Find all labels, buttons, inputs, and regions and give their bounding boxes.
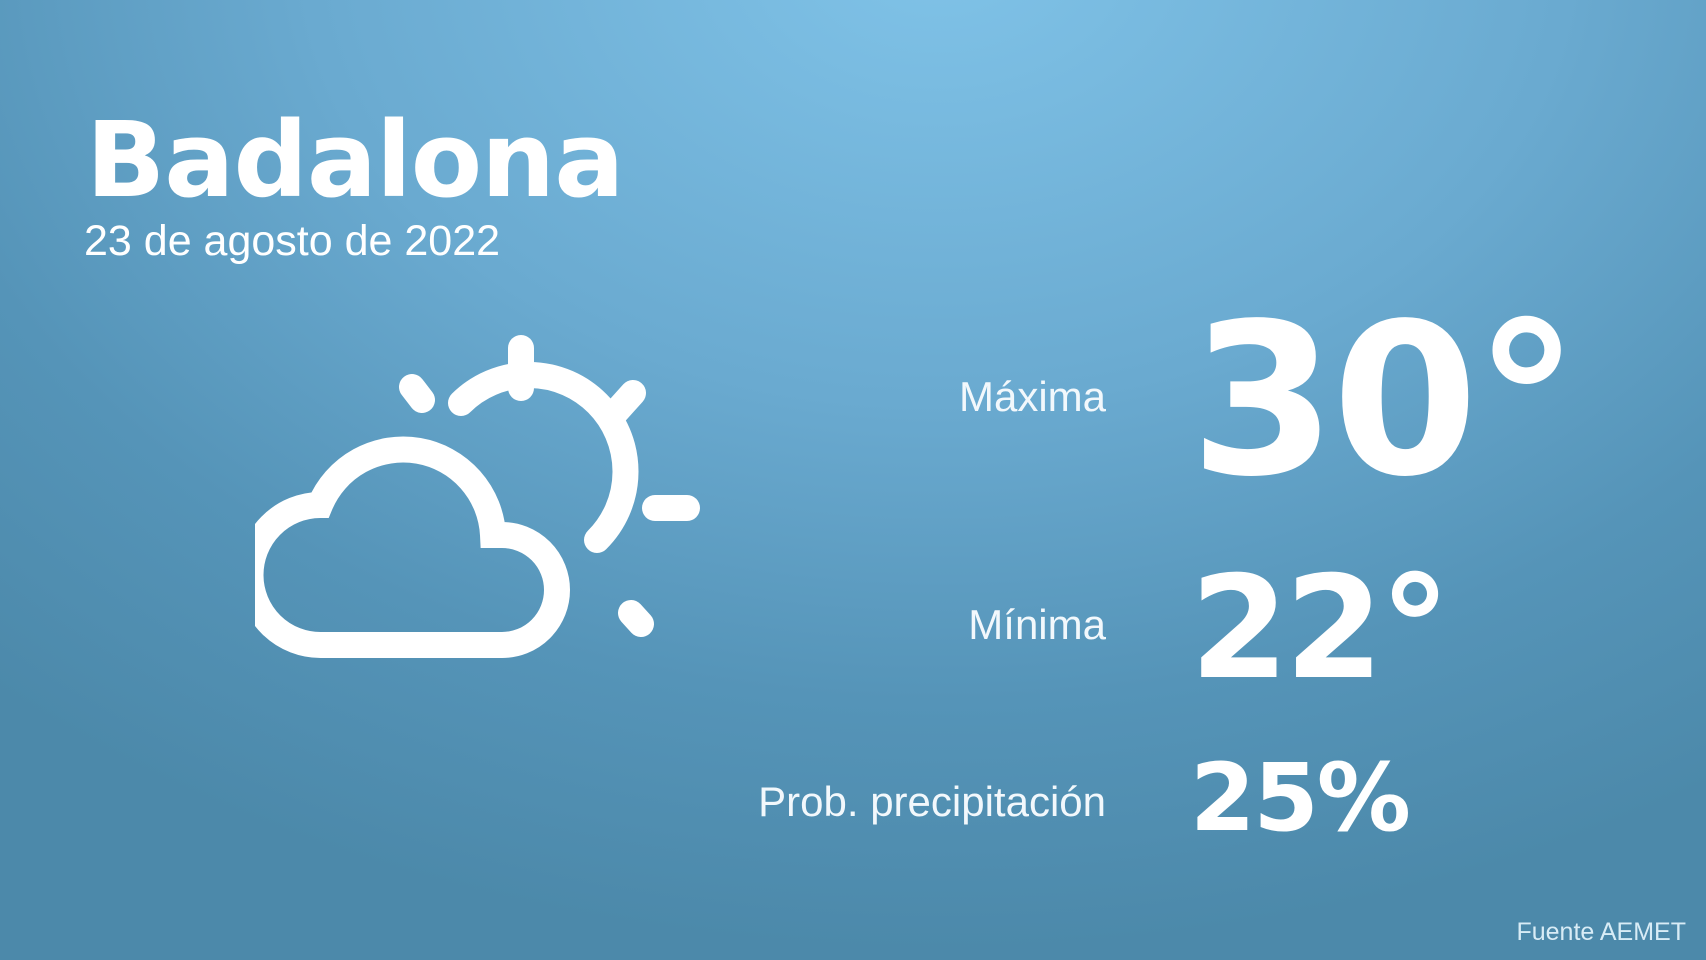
min-temp-label: Mínima	[968, 601, 1106, 648]
city-title: Badalona	[86, 99, 624, 221]
partly-cloudy-icon	[255, 335, 700, 659]
precip-value: 25%	[1190, 744, 1411, 853]
source-credit: Fuente AEMET	[1516, 918, 1686, 946]
min-temp-value: 22°	[1190, 546, 1451, 711]
precip-label: Prob. precipitación	[758, 778, 1106, 825]
max-temp-label: Máxima	[958, 373, 1106, 420]
forecast-date: 23 de agosto de 2022	[84, 217, 501, 265]
max-temp-value: 30°	[1190, 278, 1579, 523]
